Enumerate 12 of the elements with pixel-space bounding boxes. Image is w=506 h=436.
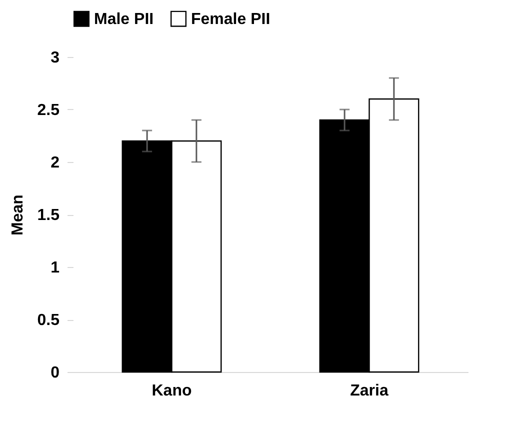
- y-tick-label: 3: [50, 50, 60, 66]
- y-tick-label: 2: [50, 154, 60, 172]
- y-tick-label: 1: [50, 260, 60, 276]
- y-tick-label: 0: [50, 364, 60, 382]
- y-tick-label: 1.5: [37, 207, 60, 224]
- y-axis-title: Mean: [9, 194, 26, 236]
- legend-label: Female PII: [191, 10, 270, 28]
- x-tick-label: Zaria: [350, 382, 388, 400]
- y-tick-label: 0.5: [37, 312, 60, 329]
- y-tick-label: 2.5: [37, 102, 60, 119]
- legend-label: Male PII: [94, 10, 154, 28]
- x-tick-label: Kano: [152, 382, 192, 400]
